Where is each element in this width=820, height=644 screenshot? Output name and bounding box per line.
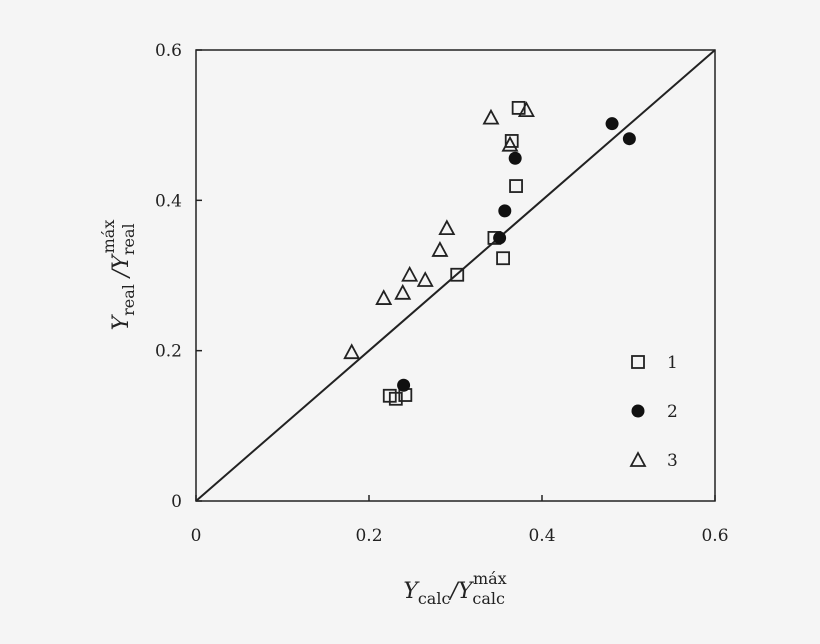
data-point-series-3 [438,219,456,236]
legend-label: 1 [667,353,678,373]
x-tick-label: 0.6 [701,526,728,546]
data-point-series-2 [508,151,522,165]
data-point-series-3 [416,271,434,287]
data-point-series-2 [622,132,636,146]
data-point-series-3 [501,135,519,152]
data-point-series-2 [498,204,512,218]
x-tick-label: 0.2 [355,526,382,546]
legend-marker-3 [629,451,647,467]
data-point-series-1 [496,251,510,266]
data-point-series-1 [450,267,465,282]
data-point-series-3 [375,289,393,305]
data-point-series-3 [482,108,500,125]
y-tick-label: 0 [171,492,182,512]
data-point-series-1 [511,100,526,115]
data-point-series-1 [388,391,403,406]
data-point-series-3 [343,343,361,360]
data-point-series-3 [394,283,412,300]
data-point-series-3 [517,101,535,118]
data-point-series-2 [397,378,411,392]
legend-label: 3 [667,451,678,471]
legend-marker-1 [631,355,645,369]
x-tick-label: 0 [191,526,202,546]
y-axis-label: Yreal /Yrealmáx [99,220,138,331]
legend-marker-2 [631,404,645,418]
legend: 1 2 3 [629,353,678,471]
reference-line [195,49,716,502]
data-point-series-2 [605,117,619,131]
data-point-series-1 [504,134,519,148]
y-tick-label: 0.2 [155,342,182,362]
x-tick-label: 0.4 [528,526,555,546]
plot-frame [195,49,716,502]
data-point-series-1 [509,179,523,193]
y-tick-label: 0.4 [155,191,182,211]
data-point-series-3 [431,241,449,257]
data-point-series-3 [401,265,419,282]
y-tick-label: 0.6 [155,41,182,61]
data-point-series-2 [493,231,507,245]
x-axis-label: Ycalc/Ycalcmáx [403,569,506,608]
legend-label: 2 [667,402,678,422]
